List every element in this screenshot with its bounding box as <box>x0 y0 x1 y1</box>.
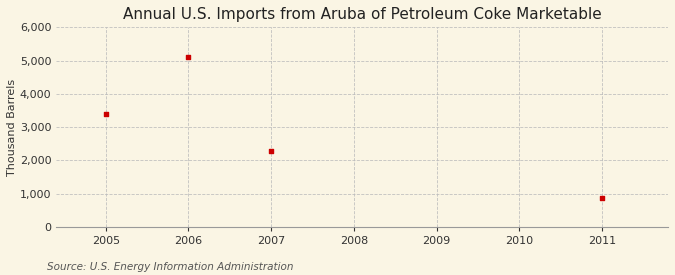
Point <box>266 149 277 153</box>
Title: Annual U.S. Imports from Aruba of Petroleum Coke Marketable: Annual U.S. Imports from Aruba of Petrol… <box>123 7 601 22</box>
Point <box>183 55 194 59</box>
Text: Source: U.S. Energy Information Administration: Source: U.S. Energy Information Administ… <box>47 262 294 272</box>
Point <box>597 196 608 200</box>
Y-axis label: Thousand Barrels: Thousand Barrels <box>7 79 17 176</box>
Point <box>101 112 111 116</box>
